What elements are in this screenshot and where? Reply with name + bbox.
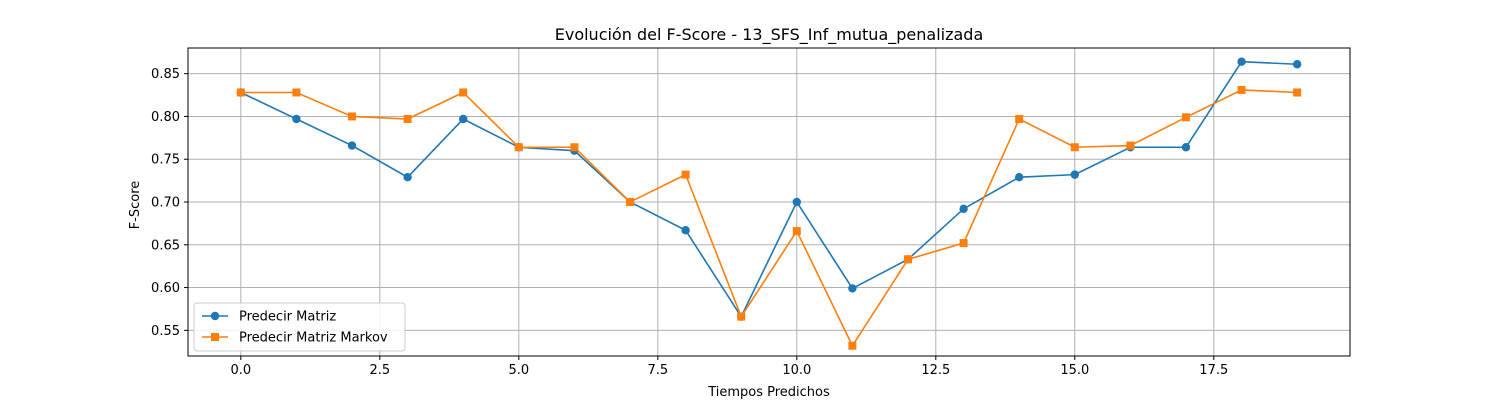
- data-point: [1237, 85, 1246, 94]
- legend-label: Predecir Matriz Markov: [239, 331, 388, 346]
- legend: Predecir Matriz Predecir Matriz Markov: [193, 302, 406, 352]
- x-tick-label: 0.0: [230, 363, 251, 378]
- ticks-layer: 0.0 2.5 5.0 7.5 10.0 12.5 15.0 17.5 0.55 0.60 0.65…: [151, 67, 1228, 378]
- data-point: [403, 115, 412, 124]
- y-axis-label: F-Score: [128, 181, 143, 230]
- data-point: [681, 170, 690, 179]
- x-tick-label: 15.0: [1060, 363, 1089, 378]
- legend-label: Predecir Matriz: [239, 310, 336, 325]
- x-tick-label: 12.5: [921, 363, 950, 378]
- data-point: [1237, 57, 1246, 66]
- series-layer: [236, 57, 1302, 350]
- x-axis-label: Tiempos Predichos: [707, 385, 830, 400]
- chart-title: Evolución del F-Score - 13_SFS_Inf_mutua…: [555, 25, 984, 45]
- data-point: [1015, 115, 1024, 124]
- x-tick-label: 7.5: [647, 363, 668, 378]
- data-point: [903, 255, 912, 264]
- data-point: [1292, 60, 1302, 69]
- x-tick-label: 2.5: [369, 363, 390, 378]
- data-point: [1293, 88, 1302, 97]
- data-point: [236, 88, 245, 97]
- y-tick-label: 0.70: [151, 196, 180, 211]
- data-point: [959, 204, 968, 214]
- legend-item: Predecir Matriz: [202, 310, 336, 325]
- data-point: [792, 197, 801, 207]
- legend-item: Predecir Matriz Markov: [202, 331, 388, 346]
- series-1: [236, 57, 1302, 321]
- data-point: [514, 143, 523, 152]
- series-line: [240, 89, 1298, 348]
- x-tick-label: 17.5: [1199, 363, 1228, 378]
- data-point: [959, 239, 968, 248]
- data-point: [347, 141, 357, 150]
- data-point: [1070, 143, 1079, 152]
- y-tick-label: 0.65: [151, 238, 180, 253]
- y-tick-label: 0.80: [151, 110, 180, 125]
- data-point: [792, 227, 801, 236]
- legend-marker: [211, 333, 219, 341]
- data-point: [1181, 143, 1191, 152]
- series-line: [240, 60, 1298, 319]
- data-point: [292, 88, 301, 97]
- data-point: [348, 112, 357, 121]
- data-point: [737, 312, 746, 321]
- grid-layer: [188, 48, 1350, 356]
- legend-marker: [210, 311, 220, 321]
- data-point: [848, 284, 857, 293]
- data-point: [292, 114, 301, 124]
- data-point: [1014, 172, 1024, 182]
- data-point: [403, 172, 412, 182]
- data-point: [626, 198, 635, 206]
- data-point: [1181, 113, 1190, 122]
- data-point: [681, 226, 690, 235]
- data-point: [1070, 170, 1079, 179]
- data-point: [570, 143, 579, 152]
- data-point: [459, 88, 468, 97]
- y-tick-label: 0.85: [151, 67, 180, 82]
- y-tick-label: 0.75: [151, 153, 180, 168]
- series-2: [236, 85, 1302, 350]
- y-tick-label: 0.55: [151, 324, 180, 339]
- data-point: [848, 341, 857, 350]
- y-tick-label: 0.60: [151, 281, 180, 296]
- x-tick-label: 5.0: [508, 363, 529, 378]
- legend-box: [193, 302, 406, 352]
- data-point: [459, 114, 468, 124]
- data-point: [1126, 141, 1135, 150]
- x-tick-label: 10.0: [782, 363, 811, 378]
